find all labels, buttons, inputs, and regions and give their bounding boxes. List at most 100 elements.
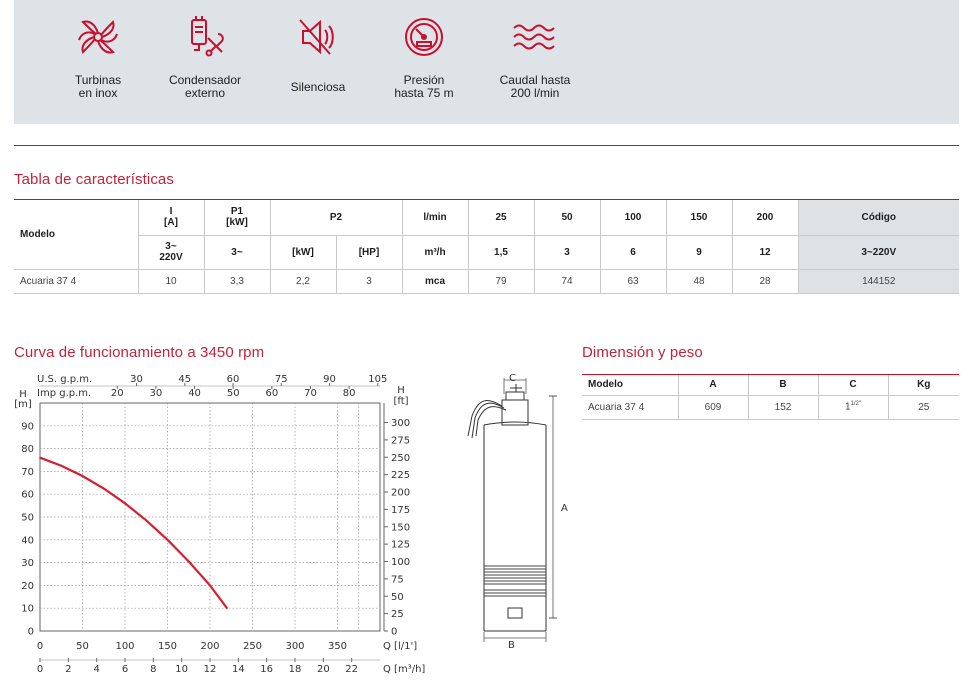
cell-head: 79: [468, 269, 535, 294]
x-tick-label: 250: [243, 641, 262, 652]
ft-tick-label: 200: [391, 488, 410, 499]
y-axis-unit: [m]: [14, 399, 32, 410]
header-flow-lmin: 100: [600, 200, 667, 236]
table-top-rule: [14, 199, 959, 200]
x-tick-label: 200: [200, 641, 219, 652]
cell-head: 74: [534, 269, 601, 294]
features-band: Turbinas en inox Condensador externo: [14, 0, 959, 124]
dims-cell-c: 11/2": [818, 395, 889, 420]
m3h-tick-label: 0: [37, 664, 43, 675]
us-gpm-tick-label: 45: [178, 374, 191, 385]
pump-label-b: B: [508, 640, 515, 651]
table-row: Acuaria 37 4 10 3,3 2,2 3 mca 79 74 63 4…: [14, 269, 959, 294]
curve-point: [145, 519, 148, 522]
curve-point: [188, 560, 190, 563]
m3h-tick-label: 18: [289, 664, 302, 675]
feature-pressure: Presión hasta 75 m: [369, 0, 479, 100]
x-tick-label: 50: [76, 641, 89, 652]
table-row: Acuaria 37 4 609 152 11/2" 25: [582, 395, 959, 420]
m3h-tick-label: 4: [93, 664, 99, 675]
ft-axis-label: H: [397, 385, 405, 396]
curve-point: [39, 456, 41, 459]
header-flow-lmin: 200: [732, 200, 799, 236]
divider: [14, 145, 959, 146]
feature-label: Condensador externo: [168, 73, 242, 100]
cell-hp: 3: [336, 269, 403, 294]
dims-cell-kg: 25: [888, 395, 959, 420]
water-waves-icon: [513, 24, 555, 50]
header-modelo: Modelo: [14, 200, 139, 270]
curve-point: [209, 584, 211, 587]
y-tick-label: 60: [21, 490, 34, 501]
header-m3h: m³/h: [402, 235, 469, 270]
cell-head: 48: [666, 269, 733, 294]
y-tick-label: 30: [21, 558, 34, 569]
m3h-tick-label: 14: [232, 664, 245, 675]
header-hp: [HP]: [336, 235, 403, 270]
header-p1-phase: 3~: [204, 235, 271, 270]
header-flow-lmin: 50: [534, 200, 601, 236]
feature-flow: Caudal hasta 200 l/min: [480, 0, 590, 100]
x-tick-label: 300: [285, 641, 304, 652]
y-tick-label: 70: [21, 467, 34, 478]
dims-header-modelo: Modelo: [582, 375, 679, 396]
imp-gpm-tick-label: 20: [111, 388, 124, 399]
curve-title: Curva de funcionamiento a 3450 rpm: [14, 344, 265, 361]
pump-label-c: C: [509, 373, 516, 384]
y-tick-label: 80: [21, 444, 34, 455]
header-p2: P2: [270, 200, 403, 236]
cell-p1: 3,3: [204, 269, 271, 294]
ft-tick-label: 150: [391, 522, 410, 533]
cell-model: Acuaria 37 4: [14, 269, 139, 294]
m3h-tick-label: 8: [150, 664, 156, 675]
us-gpm-tick-label: 105: [368, 374, 387, 385]
feature-silent: Silenciosa: [263, 0, 373, 94]
us-gpm-tick-label: 90: [323, 374, 336, 385]
ft-tick-label: 50: [391, 592, 404, 603]
cell-current: 10: [138, 269, 205, 294]
pump-label-a: A: [561, 503, 568, 514]
m3h-axis-label: Q [m³/h]: [383, 664, 425, 675]
us-gpm-tick-label: 60: [227, 374, 240, 385]
imp-gpm-tick-label: 80: [343, 388, 356, 399]
feature-condenser: Condensador externo: [150, 0, 260, 100]
dims-header-a: A: [678, 375, 749, 396]
header-lmin: l/min: [402, 200, 469, 236]
m3h-tick-label: 12: [204, 664, 217, 675]
dims-cell-b: 152: [748, 395, 819, 420]
feature-label: Silenciosa: [290, 80, 346, 94]
us-gpm-tick-label: 30: [130, 374, 143, 385]
ft-tick-label: 125: [391, 540, 410, 551]
us-gpm-tick-label: 75: [275, 374, 288, 385]
header-code-phase: 3~220V: [798, 235, 959, 270]
x-tick-label: 0: [37, 641, 43, 652]
m3h-tick-label: 20: [317, 664, 330, 675]
cell-unit: mca: [402, 269, 469, 294]
imp-gpm-tick-label: 50: [227, 388, 240, 399]
header-flow-m3h: 3: [534, 235, 601, 270]
pressure-gauge-icon: [405, 18, 443, 56]
header-p1: P1 [kW]: [204, 200, 271, 236]
feature-label: Caudal hasta 200 l/min: [499, 73, 571, 100]
x-tick-label: 350: [328, 641, 347, 652]
dims-top-rule: [582, 374, 959, 375]
header-kw: [kW]: [270, 235, 337, 270]
x-axis-label: Q [l/1']: [383, 641, 417, 652]
x-tick-label: 150: [158, 641, 177, 652]
imp-gpm-tick-label: 30: [150, 388, 163, 399]
dims-header-b: B: [748, 375, 819, 396]
ft-tick-label: 275: [391, 435, 410, 446]
y-tick-label: 40: [21, 535, 34, 546]
performance-curve: 0 10 20 30 40 50 60 70 80 90 0 50 100 150 200 250 300 350…: [14, 374, 425, 675]
m3h-tick-label: 16: [260, 664, 273, 675]
ft-axis-unit: [ft]: [393, 396, 408, 407]
x-tick-label: 100: [115, 641, 134, 652]
header-codigo: Código: [798, 200, 959, 236]
imp-gpm-label: Imp g.p.m.: [37, 388, 91, 399]
imp-gpm-tick-label: 40: [188, 388, 201, 399]
y-axis-label: H: [19, 389, 27, 400]
condenser-icon: [191, 16, 224, 57]
m3h-tick-label: 10: [175, 664, 188, 675]
pump-drawing: C A B: [467, 373, 568, 651]
turbine-icon: [78, 20, 118, 54]
